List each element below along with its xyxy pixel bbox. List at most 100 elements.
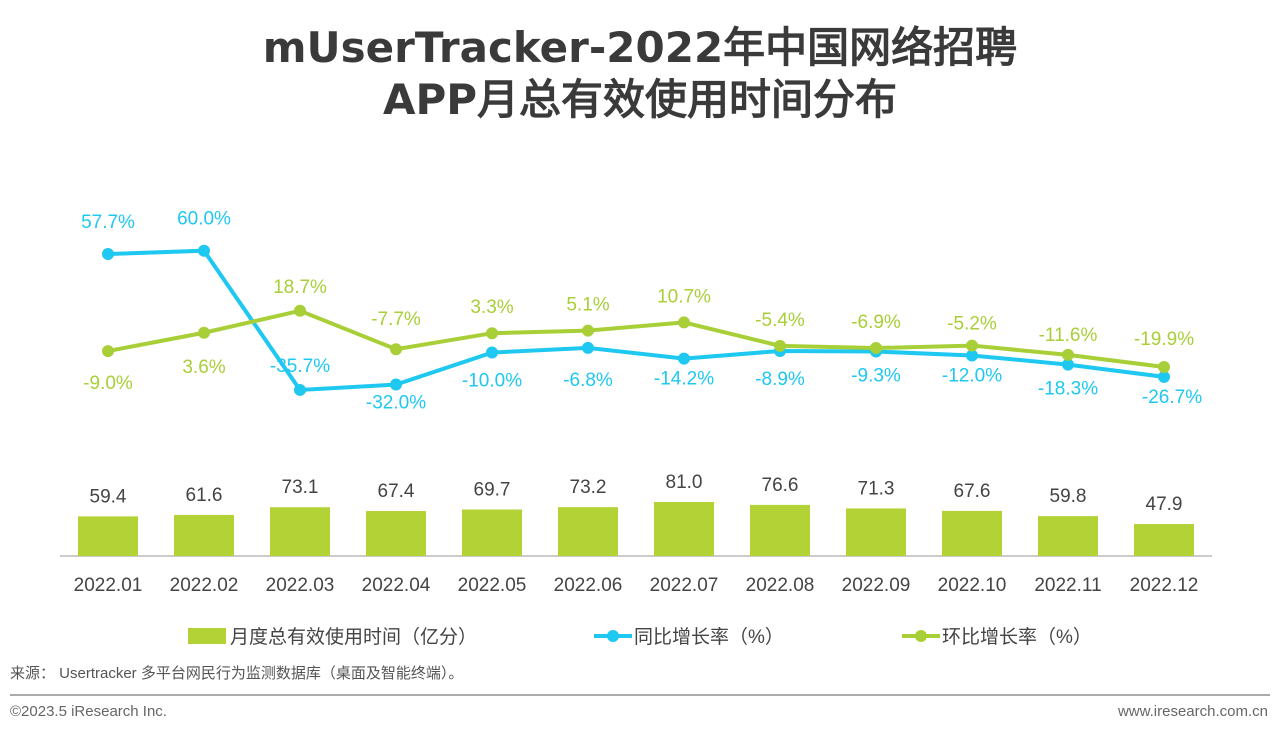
mom-point	[294, 304, 306, 317]
bar	[654, 501, 714, 556]
mom-point	[102, 345, 114, 358]
mom-value-label: -19.9%	[1134, 329, 1194, 350]
bar	[558, 507, 618, 556]
mom-value-label: -7.7%	[371, 309, 421, 330]
yoy-value-label: 60.0%	[177, 209, 231, 230]
bar	[942, 510, 1002, 556]
yoy-point	[198, 244, 210, 257]
mom-value-label: 18.7%	[273, 277, 327, 298]
mom-point	[966, 339, 978, 352]
mom-value-label: 10.7%	[657, 286, 711, 307]
mom-point	[1158, 360, 1170, 373]
mom-line	[107, 308, 1165, 369]
yoy-point	[390, 378, 402, 391]
bar	[366, 511, 426, 556]
yoy-value-label: -18.3%	[1038, 379, 1098, 400]
bar-value-label: 76.6	[762, 475, 799, 496]
bar	[846, 508, 906, 556]
yoy-value-label: -8.9%	[755, 369, 805, 390]
source-note: 来源： Usertracker 多平台网民行为监测数据库（桌面及智能终端）。	[10, 665, 464, 682]
x-tick-label: 2022.06	[554, 575, 623, 596]
legend-yoy: 同比增长率（%）	[592, 622, 784, 649]
mom-point	[198, 326, 210, 339]
yoy-point	[678, 352, 690, 365]
x-tick-label: 2022.08	[746, 575, 815, 596]
yoy-point	[486, 346, 498, 359]
copyright: ©2023.5 iResearch Inc.	[10, 703, 167, 720]
x-tick-label: 2022.05	[458, 575, 527, 596]
yoy-value-label: -14.2%	[654, 369, 714, 390]
yoy-point	[294, 383, 306, 396]
bar	[78, 516, 138, 556]
yoy-value-label: -10.0%	[462, 371, 522, 392]
legend-bar-label: 月度总有效使用时间（亿分）	[230, 627, 478, 648]
yoy-value-label: -6.8%	[563, 370, 613, 391]
x-tick-label: 2022.01	[74, 575, 143, 596]
bar-value-label: 69.7	[474, 480, 511, 501]
mom-point	[1062, 348, 1074, 361]
chart-title: mUserTracker-2022年中国网络招聘 APP月总有效使用时间分布	[0, 22, 1280, 126]
mom-point	[390, 343, 402, 356]
x-tick-label: 2022.03	[266, 575, 335, 596]
x-tick-label: 2022.02	[170, 575, 239, 596]
bar	[1134, 524, 1194, 556]
bar-value-label: 67.6	[954, 481, 991, 502]
mom-value-label: -9.0%	[83, 373, 133, 394]
bar	[270, 507, 330, 556]
yoy-point	[1062, 358, 1074, 371]
bar	[174, 514, 234, 556]
divider	[10, 694, 1270, 696]
bar	[1038, 516, 1098, 556]
bar-value-label: 73.2	[570, 477, 607, 498]
bar-value-label: 59.8	[1050, 486, 1087, 507]
x-tick-label: 2022.09	[842, 575, 911, 596]
yoy-value-label: -9.3%	[851, 366, 901, 387]
mom-value-label: 3.6%	[182, 357, 225, 378]
mom-point	[870, 342, 882, 355]
legend-bar: 月度总有效使用时间（亿分）	[188, 622, 477, 649]
website: www.iresearch.com.cn	[1117, 703, 1268, 720]
x-tick-label: 2022.11	[1034, 575, 1101, 596]
mom-point	[486, 327, 498, 340]
mom-value-label: -6.9%	[851, 312, 901, 333]
legend-yoy-label: 同比增长率（%）	[634, 627, 784, 648]
bar-value-label: 73.1	[282, 477, 319, 498]
bar-value-label: 81.0	[666, 472, 703, 493]
x-tick-label: 2022.04	[362, 575, 431, 596]
yoy-point	[1158, 370, 1170, 383]
mom-value-label: 5.1%	[566, 295, 609, 316]
mom-point	[678, 316, 690, 329]
mom-value-label: -11.6%	[1039, 325, 1098, 346]
bar-value-label: 61.6	[186, 485, 223, 506]
chart: 2022.01 2022.02 2022.03 2022.04 2022.05 2022.…	[60, 209, 1212, 596]
yoy-point	[966, 349, 978, 362]
yoy-point	[102, 248, 114, 261]
yoy-line	[107, 248, 1165, 393]
bar-value-label: 59.4	[90, 486, 127, 507]
legend-mom: 环比增长率（%）	[900, 622, 1092, 649]
title-line-2: APP月总有效使用时间分布	[382, 75, 898, 124]
legend-yoy-marker	[594, 629, 632, 642]
bar	[750, 504, 810, 556]
mom-point	[774, 339, 786, 352]
mom-value-label: 3.3%	[470, 297, 513, 318]
yoy-value-label: -12.0%	[942, 365, 1002, 386]
x-tick-label: 2022.12	[1130, 575, 1199, 596]
yoy-value-label: -35.7%	[270, 356, 330, 377]
legend-bar-swatch	[188, 627, 226, 644]
mom-value-label: -5.4%	[755, 310, 805, 331]
bar-value-label: 71.3	[858, 478, 895, 499]
yoy-value-label: -26.7%	[1142, 387, 1202, 408]
bar-value-label: 47.9	[1146, 494, 1183, 515]
bar-value-label: 67.4	[378, 481, 415, 502]
mom-point	[582, 324, 594, 337]
yoy-value-label: 57.7%	[81, 212, 135, 233]
legend-mom-label: 环比增长率（%）	[942, 627, 1092, 648]
bar	[462, 509, 522, 556]
mom-value-label: -5.2%	[947, 314, 997, 335]
x-tick-label: 2022.07	[650, 575, 719, 596]
legend-mom-marker	[902, 629, 940, 642]
x-tick-label: 2022.10	[938, 575, 1007, 596]
yoy-point	[582, 341, 594, 354]
yoy-value-label: -32.0%	[366, 393, 426, 414]
